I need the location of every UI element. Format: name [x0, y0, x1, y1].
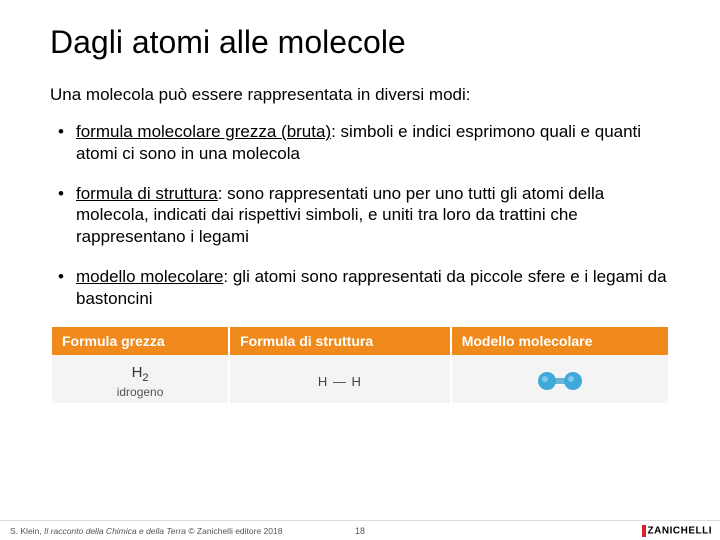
slide-content: Dagli atomi alle molecole Una molecola p…: [0, 0, 720, 403]
element-symbol: H: [132, 364, 143, 381]
brand-bar-icon: [642, 525, 646, 537]
element-subscript: 2: [142, 372, 148, 384]
bullet-term: formula di struttura: [76, 184, 218, 203]
footer-author: S. Klein,: [10, 526, 42, 536]
representation-table: Formula grezza Formula di struttura Mode…: [50, 327, 670, 403]
slide-title: Dagli atomi alle molecole: [50, 24, 670, 61]
bullet-item: modello molecolare: gli atomi sono rappr…: [50, 266, 670, 310]
table-header: Formula di struttura: [230, 327, 450, 355]
element-label: idrogeno: [58, 385, 222, 399]
bullet-list: formula molecolare grezza (bruta): simbo…: [50, 121, 670, 309]
table-header: Modello molecolare: [452, 327, 668, 355]
slide-footer: S. Klein, Il racconto della Chimica e de…: [0, 520, 720, 540]
cell-formula-struttura: H — H: [230, 355, 450, 403]
cell-modello-molecolare: [452, 355, 668, 403]
table-row: H2 idrogeno H — H: [52, 355, 668, 403]
footer-brand: ZANICHELLI: [642, 525, 712, 537]
bullet-item: formula di struttura: sono rappresentati…: [50, 183, 670, 248]
bullet-term: modello molecolare: [76, 267, 223, 286]
footer-page-number: 18: [355, 526, 365, 536]
table-header: Formula grezza: [52, 327, 228, 355]
intro-text: Una molecola può essere rappresentata in…: [50, 85, 670, 105]
footer-copyright: © Zanichelli editore 2018: [188, 526, 282, 536]
bullet-item: formula molecolare grezza (bruta): simbo…: [50, 121, 670, 165]
molecule-icon: [535, 369, 585, 393]
cell-formula-grezza: H2 idrogeno: [52, 355, 228, 403]
bullet-term: formula molecolare grezza (bruta): [76, 122, 331, 141]
footer-book-title: Il racconto della Chimica e della Terra: [44, 526, 186, 536]
footer-citation: S. Klein, Il racconto della Chimica e de…: [0, 526, 282, 536]
brand-text: ZANICHELLI: [648, 525, 712, 536]
structure-text: H — H: [318, 374, 362, 389]
